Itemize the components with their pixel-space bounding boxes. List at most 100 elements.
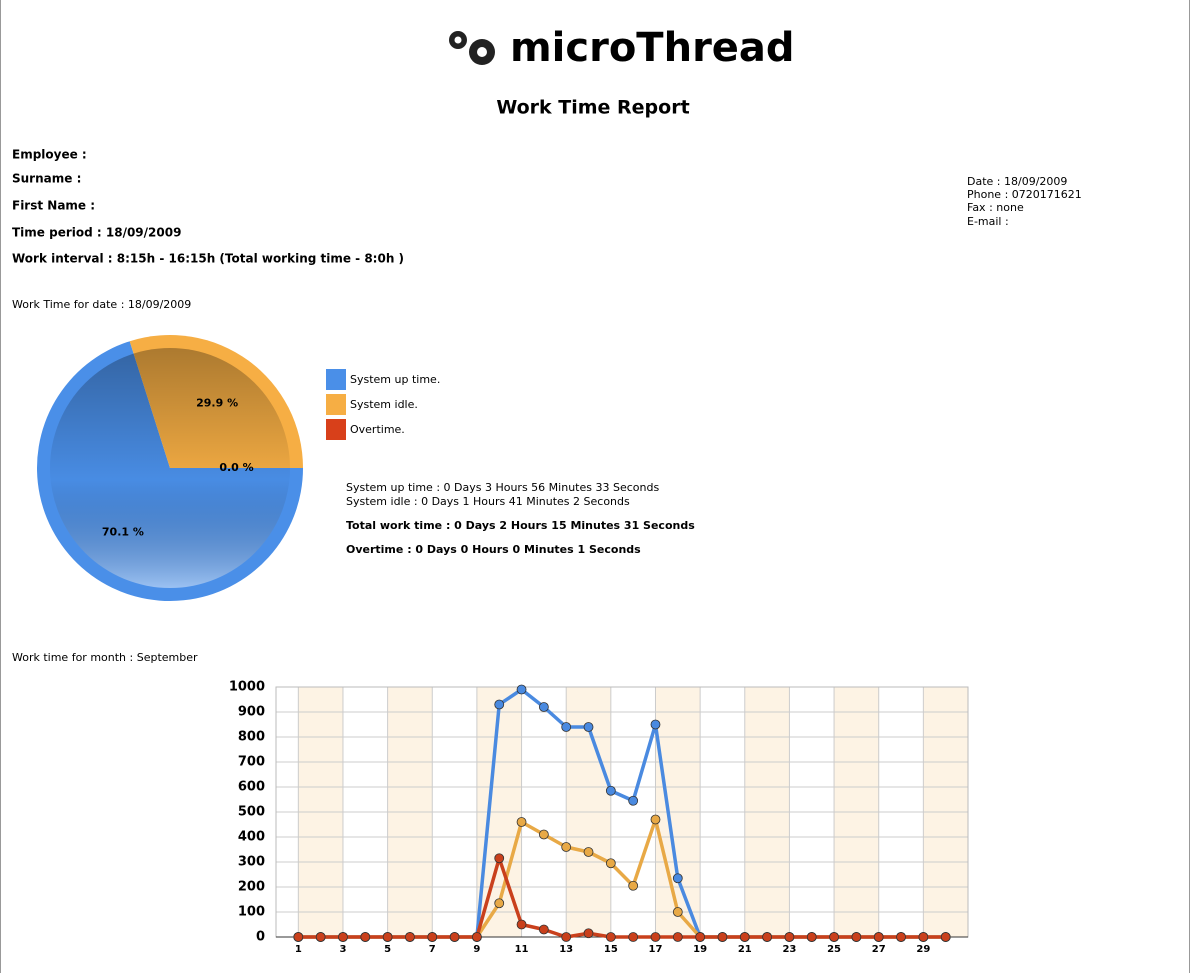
- y-tick-label: 100: [238, 905, 265, 920]
- first-name: First Name :: [12, 199, 95, 213]
- pie-label: 0.0 %: [219, 461, 253, 474]
- pie-label: 29.9 %: [196, 397, 238, 410]
- y-tick-label: 700: [238, 755, 265, 770]
- x-tick-label: 23: [782, 944, 796, 955]
- summary-up: System up time : 0 Days 3 Hours 56 Minut…: [346, 481, 659, 494]
- point: [449, 932, 460, 942]
- summary-overtime: Overtime : 0 Days 0 Hours 0 Minutes 1 Se…: [346, 543, 641, 556]
- point: [650, 719, 661, 730]
- point: [583, 928, 594, 939]
- x-tick-label: 29: [916, 944, 930, 955]
- point: [873, 932, 884, 942]
- point: [628, 932, 639, 942]
- pie-shade: [50, 348, 290, 588]
- x-tick-label: 25: [827, 944, 841, 955]
- point: [405, 932, 415, 942]
- point: [382, 932, 393, 942]
- point: [538, 829, 549, 840]
- point: [940, 932, 951, 942]
- x-tick-label: 15: [604, 944, 618, 955]
- point: [561, 842, 572, 852]
- point: [315, 932, 326, 942]
- point: [650, 814, 661, 825]
- x-tick-label: 5: [384, 944, 391, 955]
- point: [561, 722, 572, 732]
- point: [806, 932, 817, 942]
- point: [695, 932, 706, 942]
- point: [628, 880, 639, 891]
- y-tick-label: 200: [238, 880, 265, 895]
- x-tick-label: 7: [429, 944, 436, 955]
- y-tick-label: 900: [238, 705, 265, 720]
- x-tick-label: 19: [693, 944, 707, 955]
- point: [717, 932, 728, 942]
- point: [896, 932, 906, 942]
- point: [672, 932, 683, 942]
- x-tick-label: 1: [295, 944, 302, 955]
- point: [605, 785, 616, 796]
- surname: Surname :: [12, 172, 81, 186]
- report-title: Work Time Report: [496, 97, 689, 119]
- point: [516, 684, 527, 695]
- point: [516, 817, 527, 827]
- point: [672, 907, 683, 917]
- contact-email: E-mail :: [967, 215, 1009, 228]
- x-tick-label: 13: [559, 944, 573, 955]
- summary-idle: System idle : 0 Days 1 Hours 41 Minutes …: [346, 495, 630, 508]
- point: [494, 898, 505, 909]
- point: [605, 858, 616, 869]
- legend-swatch: [326, 369, 346, 390]
- y-tick-label: 0: [256, 930, 265, 945]
- point: [628, 795, 639, 806]
- point: [538, 924, 549, 935]
- summary-total: Total work time : 0 Days 2 Hours 15 Minu…: [346, 519, 695, 532]
- point: [583, 722, 594, 732]
- x-tick-label: 27: [872, 944, 886, 955]
- logo-gears: [449, 31, 495, 65]
- point: [739, 932, 750, 942]
- point: [561, 932, 572, 942]
- x-tick-label: 9: [473, 944, 480, 955]
- y-tick-label: 600: [238, 780, 265, 795]
- point: [583, 847, 594, 857]
- pie-chart: 70.1 % 29.9 % 0.0 % System up time. System i…: [37, 335, 440, 601]
- legend-label: Overtime.: [350, 423, 405, 436]
- logo: microThread: [510, 25, 795, 71]
- x-tick-label: 21: [738, 944, 752, 955]
- y-tick-label: 500: [238, 805, 265, 820]
- point: [516, 919, 527, 930]
- daily-caption: Work Time for date : 18/09/2009: [12, 298, 191, 311]
- pie-label: 70.1 %: [102, 525, 144, 538]
- point: [494, 853, 505, 864]
- y-tick-label: 300: [238, 855, 265, 870]
- x-tick-label: 17: [649, 944, 663, 955]
- contact-date: Date : 18/09/2009: [967, 175, 1067, 188]
- point: [829, 932, 839, 942]
- point: [360, 932, 371, 942]
- work-interval: Work interval : 8:15h - 16:15h (Total wo…: [12, 252, 404, 266]
- point: [784, 932, 795, 942]
- legend-label: System idle.: [350, 398, 418, 411]
- point: [918, 932, 929, 942]
- point: [338, 932, 348, 942]
- employee-heading: Employee :: [12, 148, 87, 162]
- contact-phone: Phone : 0720171621: [967, 188, 1082, 201]
- point: [605, 932, 616, 942]
- y-tick-label: 400: [238, 830, 265, 845]
- point: [494, 699, 505, 710]
- contact-fax: Fax : none: [967, 201, 1024, 214]
- legend-swatch: [326, 394, 346, 415]
- point: [472, 932, 482, 942]
- x-tick-label: 11: [515, 944, 529, 955]
- time-period: Time period : 18/09/2009: [12, 226, 181, 240]
- legend-swatch: [326, 419, 346, 440]
- point: [672, 873, 683, 884]
- y-tick-label: 1000: [229, 680, 265, 695]
- point: [427, 932, 438, 942]
- monthly-caption: Work time for month : September: [12, 651, 198, 664]
- point: [762, 932, 772, 942]
- point: [851, 932, 862, 942]
- point: [650, 932, 661, 942]
